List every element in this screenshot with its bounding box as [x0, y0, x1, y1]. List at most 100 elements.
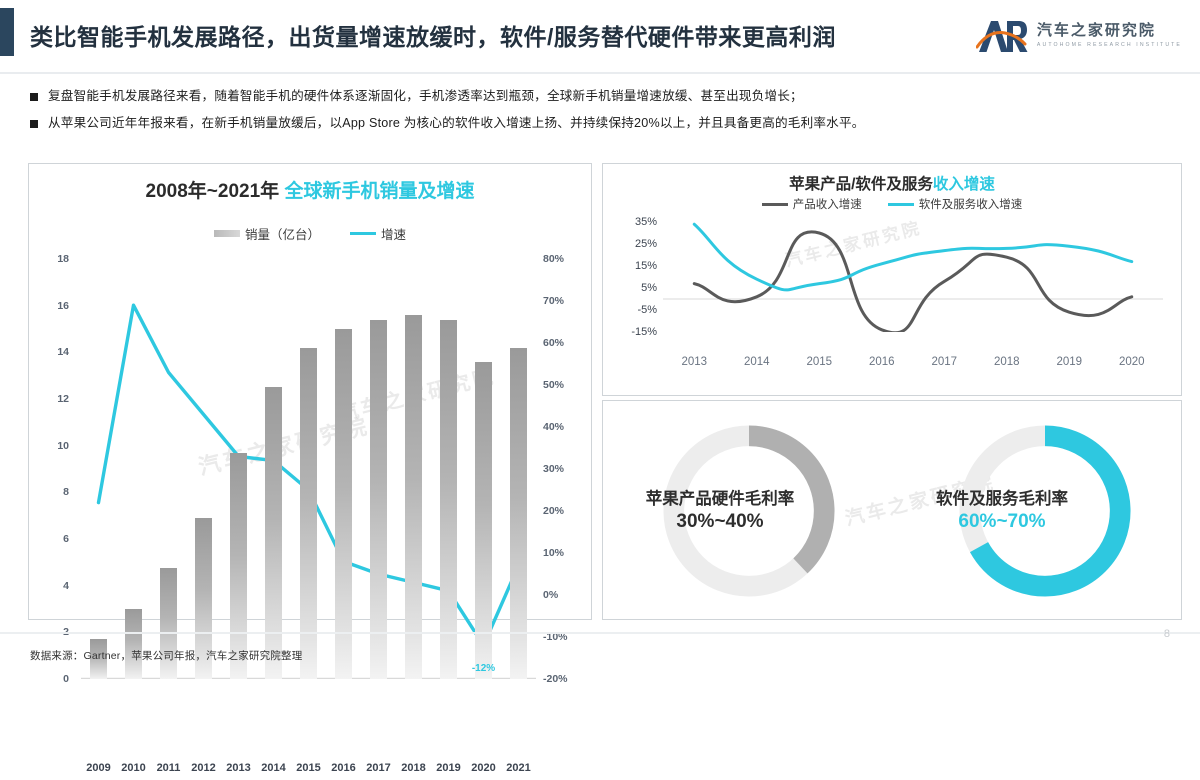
chart-panel-shipments: 2008年~2021年 全球新手机销量及增速 销量（亿台） 增速 0246810…: [28, 163, 592, 774]
bar: [369, 319, 388, 679]
x-axis-tick: 2018: [401, 762, 426, 774]
page-title: 类比智能手机发展路径，出货量增速放缓时，软件/服务替代硬件带来更高利润: [30, 24, 836, 50]
y-axis-tick: -15%: [631, 326, 657, 338]
legend-item-product: 产品收入增速: [761, 196, 862, 212]
bar: [404, 315, 423, 679]
chart2-y-axis: 35% 25% 15% 5% -5% -15%: [609, 216, 661, 338]
bar: [474, 361, 493, 679]
y-axis-tick: 35%: [634, 216, 657, 228]
bullet-text: 从苹果公司近年年报来看，在新手机销量放缓后，以App Store 为核心的软件收…: [48, 116, 865, 130]
header-accent-bar: [0, 8, 14, 56]
bar: [264, 387, 283, 679]
bar: [194, 518, 213, 679]
legend-item-sales: 销量（亿台）: [213, 224, 320, 243]
donut-software: 软件及服务毛利率 60%~70%: [891, 413, 1180, 609]
bar: [229, 452, 248, 679]
logo-text-cn: 汽车之家研究院: [1036, 22, 1156, 40]
x-axis-tick: 2016: [868, 356, 895, 368]
donut-hardware-label: 苹果产品硬件毛利率 30%~40%: [605, 489, 835, 534]
chart2-legend: 产品收入增速 软件及服务收入增速: [603, 196, 1181, 212]
y-axis-tick: 25%: [634, 238, 657, 250]
x-axis-tick: 2018: [993, 356, 1020, 368]
x-axis-tick: 2021: [506, 762, 531, 774]
legend-label-services: 软件及服务收入增速: [918, 199, 1023, 211]
chart1-y-axis-left: 024681012141618: [29, 253, 75, 685]
logo-text-en: AUTOHOME RESEARCH INSTITUTE: [1036, 41, 1182, 48]
x-axis-tick: 2014: [743, 356, 770, 368]
bar: [334, 329, 353, 679]
chart2-plot-area: 汽车之家研究院: [663, 218, 1163, 332]
donut-hardware-title: 苹果产品硬件毛利率: [645, 490, 795, 508]
chart1-plot-area: 汽车之家研究院 汽车之家研究院 -12%: [81, 259, 536, 679]
bar: [299, 347, 318, 679]
x-axis-tick: 2020: [1118, 356, 1145, 368]
legend-item-growth: 增速: [350, 224, 406, 243]
donut-software-value: 60%~70%: [958, 511, 1046, 533]
y-axis-tick-left: 14: [57, 346, 69, 359]
y-axis-tick-right: 40%: [543, 421, 565, 433]
x-axis-tick: 2014: [261, 762, 286, 774]
y-axis-tick-left: 4: [63, 579, 69, 592]
bar: [124, 609, 143, 679]
chart1-title-accent: 全球新手机销量及增速: [284, 181, 475, 202]
x-axis-tick: 2009: [86, 762, 111, 774]
chart1-legend: 销量（亿台） 增速: [29, 224, 591, 243]
donut-hardware: 苹果产品硬件毛利率 30%~40%: [605, 413, 894, 609]
donut-hardware-value: 30%~40%: [676, 511, 764, 533]
y-axis-tick-left: 12: [57, 393, 69, 405]
ar-logo-icon: [975, 21, 1028, 52]
x-axis-tick: 2010: [121, 762, 146, 774]
bar: [159, 568, 178, 679]
donut-software-icon: [959, 425, 1131, 597]
brand-logo: 汽车之家研究院 AUTOHOME RESEARCH INSTITUTE: [975, 15, 1182, 57]
x-axis-tick: 2020: [471, 762, 496, 774]
bar: [439, 319, 458, 679]
page-number: 8: [1163, 628, 1170, 640]
square-bullet-icon: [30, 120, 38, 128]
chart1-title-prefix: 2008年~2021年: [145, 181, 285, 202]
x-axis-tick: 2013: [681, 356, 708, 368]
x-axis-tick: 2019: [1056, 356, 1083, 368]
y-axis-tick-left: 6: [63, 533, 69, 545]
y-axis-tick-right: 70%: [543, 295, 565, 307]
x-axis-tick: 2019: [436, 762, 461, 774]
bullet-text: 复盘智能手机发展路径来看，随着智能手机的硬件体系逐渐固化，手机渗透率达到瓶颈，全…: [48, 89, 803, 103]
header-divider: [0, 72, 1200, 74]
y-axis-tick-left: 8: [63, 486, 69, 499]
line-series: [692, 222, 1134, 292]
bullet-list: 复盘智能手机发展路径来看，随着智能手机的硬件体系逐渐固化，手机渗透率达到瓶颈，全…: [30, 88, 1180, 142]
y-axis-tick: -5%: [637, 304, 657, 316]
chart1-x-axis: 2009 2010 2011 2012 2013 2014 2015 2016 2017 2018…: [81, 762, 536, 780]
y-axis-tick-left: 10: [57, 439, 69, 452]
chart2-title-accent: 收入增速: [932, 176, 995, 193]
legend-line-services-icon: [887, 202, 914, 206]
list-item: 从苹果公司近年年报来看，在新手机销量放缓后，以App Store 为核心的软件收…: [30, 115, 1180, 132]
data-label: -12%: [471, 663, 496, 674]
chart2-title: 苹果产品/软件及服务收入增速: [603, 172, 1181, 194]
chart-panel-apple-revenue: 苹果产品/软件及服务收入增速 产品收入增速 软件及服务收入增速 35% 25% 15…: [602, 163, 1182, 396]
y-axis-tick-left: 18: [57, 253, 69, 265]
x-axis-tick: 2013: [226, 762, 251, 774]
x-axis-tick: 2017: [931, 356, 958, 368]
slide-header: 类比智能手机发展路径，出货量增速放缓时，软件/服务替代硬件带来更高利润 汽车之家…: [0, 0, 1200, 74]
y-axis-tick: 15%: [634, 260, 657, 272]
legend-swatch-bar-icon: [213, 230, 240, 237]
y-axis-tick-right: -10%: [543, 631, 568, 643]
chart1-y-axis-right: -20% -10% 0% 10% 20% 30% 40% 50% 60% 70% 80%: [537, 253, 589, 685]
chart2-title-prefix: 苹果产品/软件及服务: [789, 176, 933, 193]
x-axis-tick: 2015: [296, 762, 321, 774]
y-axis-tick-right: 30%: [543, 463, 565, 475]
chart2-x-axis: 2013 2014 2015 2016 2017 2018 2019 2020: [663, 356, 1163, 374]
y-axis-tick-right: 20%: [543, 505, 565, 517]
line-series: [692, 230, 1134, 332]
chart-panel-gross-margin: 汽车之家研究院 苹果产品硬件毛利率 30%~40% 软件及服务毛利率 60%~7…: [602, 400, 1182, 620]
donut-hardware-icon: [663, 425, 835, 597]
square-bullet-icon: [30, 93, 38, 101]
footer-divider: [0, 632, 1200, 634]
chart2-line-layer: [663, 222, 1163, 332]
x-axis-tick: 2012: [191, 762, 216, 774]
y-axis-tick-right: 10%: [543, 547, 565, 559]
x-axis-tick: 2016: [331, 762, 356, 774]
y-axis-tick-right: 50%: [543, 379, 565, 391]
legend-label-product: 产品收入增速: [792, 199, 862, 211]
